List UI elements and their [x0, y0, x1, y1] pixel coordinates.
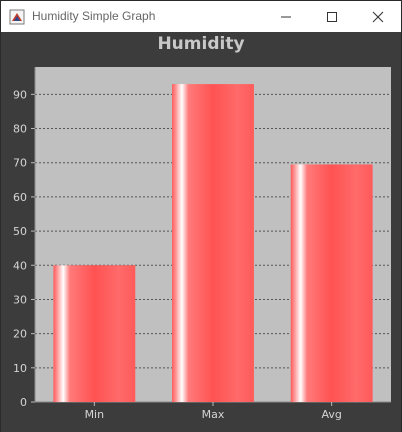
bar-avg: [290, 164, 373, 402]
window-title: Humidity Simple Graph: [32, 9, 156, 23]
chart-title: Humidity: [157, 34, 245, 54]
x-category-label: Avg: [321, 408, 341, 421]
y-tick-label: 30: [13, 293, 27, 306]
minimize-button[interactable]: [263, 1, 309, 32]
bar-chart: 0 10 20 30 40 50 60 70 80 90 Min Max Avg: [13, 67, 391, 421]
y-tick-label: 50: [13, 225, 27, 238]
close-button[interactable]: [355, 1, 401, 32]
title-bar[interactable]: Humidity Simple Graph: [1, 1, 401, 33]
y-tick-label: 80: [13, 123, 27, 136]
y-tick-label: 40: [13, 259, 27, 272]
java-app-icon: [9, 9, 25, 25]
chart-panel: Humidity 0 10 20 30 40 50 60 70 80 90 Min Max Avg: [1, 32, 401, 432]
minimize-icon: [281, 16, 291, 17]
maximize-button[interactable]: [309, 1, 355, 32]
bar-max: [172, 84, 254, 403]
maximize-icon: [327, 11, 337, 22]
bar-min: [53, 265, 136, 402]
y-tick-label: 60: [13, 191, 27, 204]
y-tick-label: 0: [20, 396, 27, 409]
y-tick-label: 20: [13, 328, 27, 341]
close-icon: [372, 11, 384, 22]
y-tick-label: 10: [13, 362, 27, 375]
x-category-label: Min: [85, 408, 105, 421]
x-category-label: Max: [202, 408, 225, 421]
y-tick-label: 70: [13, 157, 27, 170]
y-tick-label: 90: [13, 88, 27, 101]
